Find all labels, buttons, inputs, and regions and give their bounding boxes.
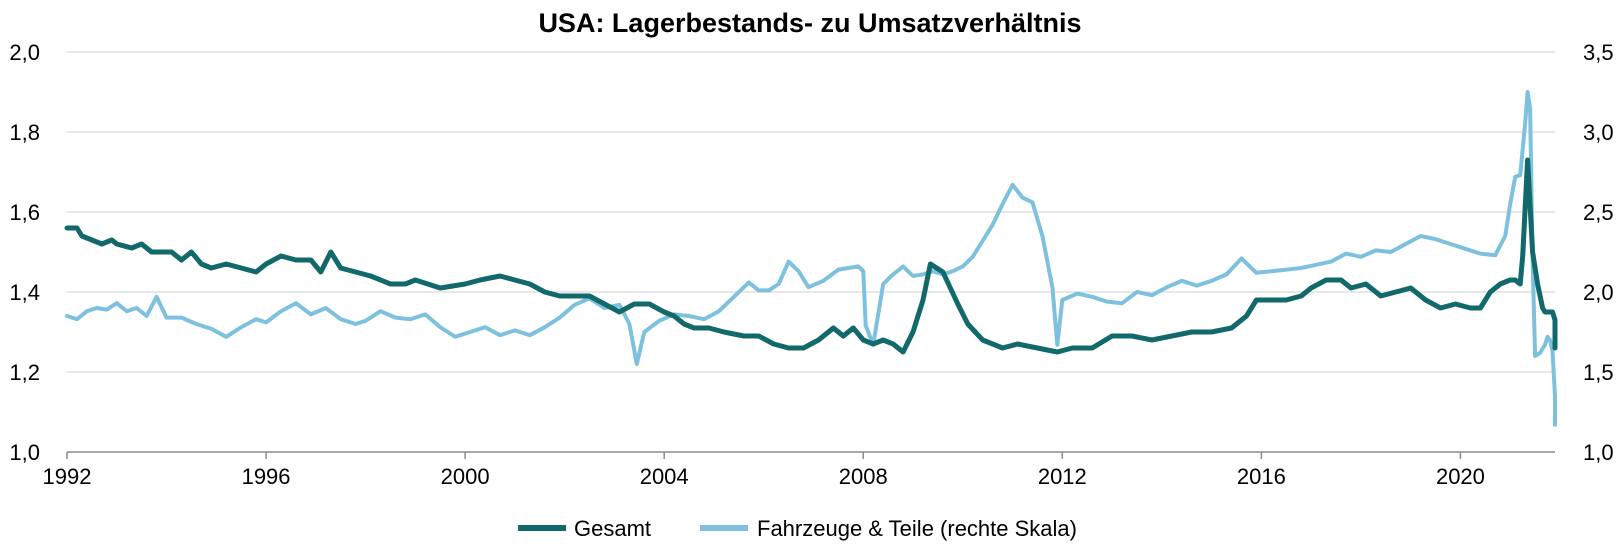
x-tick-label: 2008 [839, 464, 888, 489]
y-right-tick-label: 3,5 [1583, 40, 1614, 65]
legend-label-fahrzeuge: Fahrzeuge & Teile (rechte Skala) [757, 516, 1077, 541]
series-layer [64, 90, 1558, 427]
x-tick-label: 2004 [640, 464, 689, 489]
y-left-tick-label: 1,6 [9, 200, 40, 225]
y-left-tick-label: 1,2 [9, 360, 40, 385]
y-left-tick-label: 1,0 [9, 440, 40, 465]
legend-label-gesamt: Gesamt [574, 516, 651, 541]
x-tick-label: 2020 [1436, 464, 1485, 489]
x-tick-label: 1996 [242, 464, 291, 489]
y-left-tick-label: 1,8 [9, 120, 40, 145]
x-tick-label: 2016 [1237, 464, 1286, 489]
y-left-tick-label: 1,4 [9, 280, 40, 305]
x-tick-label: 2000 [441, 464, 490, 489]
y-right-tick-label: 1,5 [1583, 360, 1614, 385]
y-left-tick-label: 2,0 [9, 40, 40, 65]
y-right-tick-label: 2,5 [1583, 200, 1614, 225]
grid-layer [67, 51, 1555, 373]
legend: Gesamt Fahrzeuge & Teile (rechte Skala) [518, 516, 1077, 541]
axis-layer: 1,0 1,2 1,4 1,6 1,8 2,0 1,0 1,5 2,0 2,5 3,0 3,5 1992… [9, 40, 1613, 489]
y-right-tick-label: 2,0 [1583, 280, 1614, 305]
y-right-tick-label: 3,0 [1583, 120, 1614, 145]
x-tick-label: 2012 [1038, 464, 1087, 489]
x-tick-label: 1992 [43, 464, 92, 489]
series-line-gesamt [64, 157, 1558, 355]
y-right-tick-label: 1,0 [1583, 440, 1614, 465]
chart-title: USA: Lagerbestands- zu Umsatzverhältnis [538, 8, 1081, 38]
series-line-fahrzeuge [65, 90, 1557, 427]
